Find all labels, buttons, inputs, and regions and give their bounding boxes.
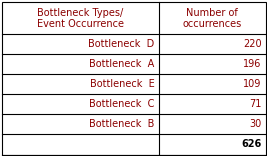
Text: Bottleneck  C: Bottleneck C	[89, 99, 155, 109]
Text: 71: 71	[249, 99, 261, 109]
Text: Event Occurrence: Event Occurrence	[37, 19, 124, 29]
Text: Bottleneck  D: Bottleneck D	[88, 39, 155, 49]
Text: Bottleneck  A: Bottleneck A	[89, 59, 155, 69]
Text: Bottleneck  B: Bottleneck B	[89, 119, 155, 129]
Text: 109: 109	[243, 79, 261, 89]
Text: Bottleneck Types/: Bottleneck Types/	[37, 8, 123, 18]
Text: Number of: Number of	[186, 8, 238, 18]
Text: occurrences: occurrences	[182, 19, 242, 29]
Text: 220: 220	[243, 39, 261, 49]
Text: 626: 626	[241, 139, 261, 149]
Text: 196: 196	[243, 59, 261, 69]
Text: 30: 30	[249, 119, 261, 129]
Text: Bottleneck  E: Bottleneck E	[90, 79, 155, 89]
